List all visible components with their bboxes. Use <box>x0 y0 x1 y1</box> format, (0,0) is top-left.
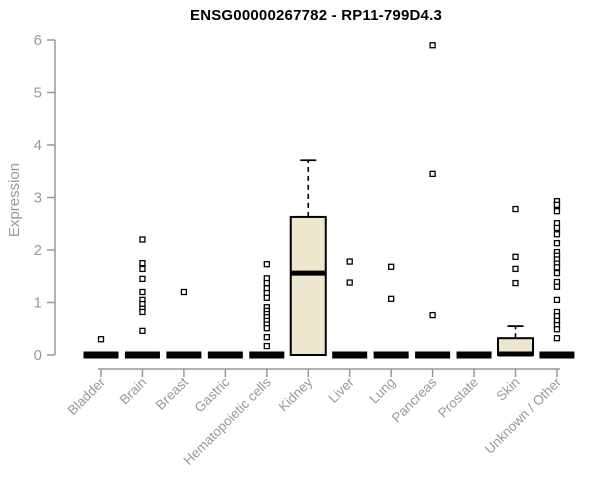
y-tick-label: 4 <box>34 137 42 154</box>
outlier-point <box>553 231 561 238</box>
outlier-point <box>553 283 561 290</box>
outlier-point <box>139 327 146 335</box>
outlier-point <box>263 333 270 341</box>
y-tick-label: 1 <box>34 295 42 312</box>
x-tick-label: Skin <box>493 375 522 404</box>
outlier-point <box>553 335 561 342</box>
box <box>289 215 327 356</box>
outlier-point <box>387 263 395 270</box>
outlier-point <box>346 279 353 286</box>
outlier-point <box>553 224 561 232</box>
outlier-point <box>263 261 270 268</box>
x-tick-label: Bladder <box>65 374 109 418</box>
x-tick-label: Liver <box>326 374 358 406</box>
collapsed-box <box>83 351 119 359</box>
collapsed-box <box>249 351 285 359</box>
outlier-point <box>512 265 519 273</box>
outlier-point <box>512 253 519 260</box>
outlier-point <box>263 294 270 301</box>
x-tick-label: Lung <box>366 375 398 407</box>
x-tick-label: Brain <box>117 375 150 408</box>
outlier-point <box>387 295 395 302</box>
outlier-point <box>346 258 353 265</box>
outlier-point <box>553 201 561 209</box>
collapsed-box <box>456 351 492 359</box>
outlier-point <box>429 42 436 49</box>
x-tick-label: Pancreas <box>389 374 440 425</box>
y-tick-label: 3 <box>34 190 42 207</box>
outlier-point <box>263 342 270 350</box>
outlier-point <box>553 296 561 304</box>
outlier-point <box>263 279 270 287</box>
x-tick-label: Breast <box>153 374 191 412</box>
y-tick-label: 0 <box>34 347 42 364</box>
collapsed-box <box>332 351 368 359</box>
outlier-point <box>97 336 105 343</box>
x-tick-label: Unknown / Other <box>482 374 565 457</box>
outlier-point <box>139 308 146 316</box>
outlier-point <box>263 325 270 332</box>
x-tick-label: Kidney <box>276 374 316 414</box>
outlier-point <box>180 288 188 296</box>
outlier-point <box>139 236 146 243</box>
outlier-point <box>429 170 436 178</box>
y-tick-label: 5 <box>34 85 42 102</box>
collapsed-box <box>124 351 160 359</box>
outlier-point <box>553 264 561 271</box>
outlier-point <box>512 205 519 213</box>
x-tick-label: Gastric <box>192 374 233 415</box>
outlier-point <box>553 240 561 247</box>
outlier-point <box>139 259 146 267</box>
outlier-point <box>429 311 436 319</box>
outlier-point <box>139 288 146 296</box>
collapsed-box <box>373 351 409 359</box>
collapsed-box <box>166 351 202 359</box>
outlier-point <box>553 269 561 277</box>
x-tick-label: Prostate <box>435 375 481 421</box>
outlier-point <box>139 265 146 273</box>
y-tick-label: 2 <box>34 242 42 259</box>
outlier-point <box>553 326 561 333</box>
outlier-point <box>139 275 146 283</box>
collapsed-box <box>539 351 575 359</box>
chart-title: ENSG00000267782 - RP11-799D4.3 <box>189 7 442 24</box>
collapsed-box <box>415 351 451 359</box>
y-tick-label: 6 <box>34 32 42 49</box>
collapsed-box <box>207 351 243 359</box>
outlier-point <box>553 207 561 215</box>
outlier-point <box>512 279 519 287</box>
